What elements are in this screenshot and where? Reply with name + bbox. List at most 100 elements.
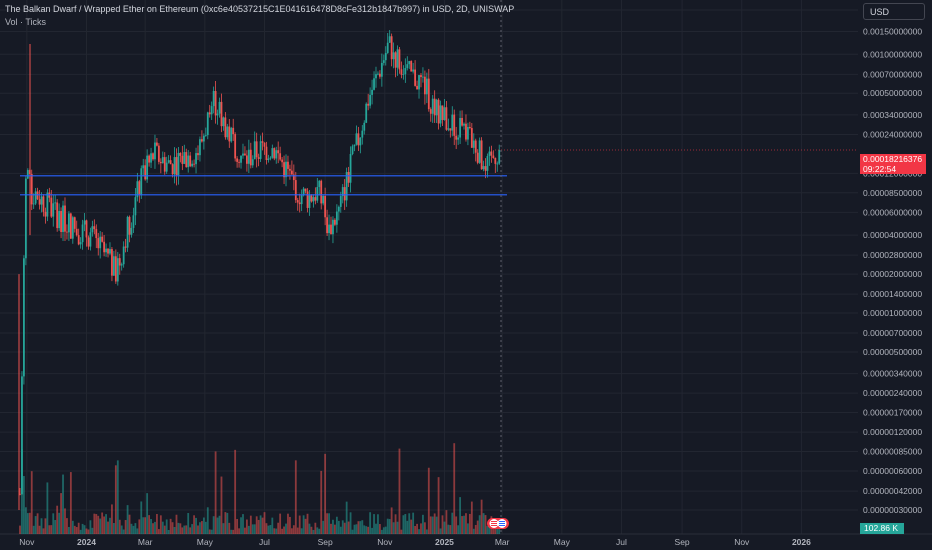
volume-bar	[470, 501, 473, 534]
candle-body	[474, 140, 477, 153]
candle-body	[185, 152, 188, 168]
time-axis-label: Jul	[259, 537, 270, 547]
candle-body	[380, 62, 383, 77]
volume-bar	[390, 507, 393, 534]
candle-body	[210, 106, 213, 115]
price-axis-label: 0.00050000000	[863, 88, 922, 98]
volume-bar	[400, 529, 403, 534]
volume-bar	[414, 526, 417, 534]
volume-bar	[279, 513, 282, 534]
candle-body	[271, 148, 274, 158]
price-axis: 0.002200000000.001500000000.001000000000…	[863, 5, 922, 515]
volume-bar	[91, 527, 94, 534]
candle-body	[341, 187, 344, 197]
volume-bar	[332, 519, 334, 534]
candle-body	[197, 153, 199, 156]
volume-bar	[427, 467, 430, 534]
volume-bar	[275, 528, 278, 534]
volume-bar	[267, 525, 270, 534]
volume-bar	[379, 524, 381, 534]
candle-body	[300, 195, 303, 205]
candle-body	[443, 107, 446, 121]
volume-bar	[351, 529, 354, 534]
current-volume-tag: 102.86 K	[860, 523, 904, 534]
candle-body	[494, 157, 497, 164]
volume-bar	[52, 513, 55, 534]
volume-bar	[306, 513, 309, 534]
volume-bar	[298, 515, 301, 534]
candle-body	[465, 123, 467, 140]
candle-body	[40, 196, 43, 205]
volume-bar	[161, 521, 164, 534]
candle-body	[169, 160, 172, 165]
volume-bar	[226, 512, 229, 534]
candle-body	[439, 105, 442, 124]
volume-bar	[71, 520, 74, 534]
us-flag-icon[interactable]	[487, 518, 509, 529]
candle-body	[242, 153, 244, 156]
volume-bar	[157, 529, 160, 534]
candle-body	[371, 89, 373, 95]
volume-bar	[130, 523, 133, 534]
candle-body	[249, 149, 252, 166]
candle-body	[382, 60, 385, 63]
volume-bar	[367, 526, 370, 534]
volume-bar	[116, 460, 119, 534]
volume-bar	[140, 501, 143, 534]
candle-body	[322, 195, 325, 204]
candle-body	[359, 137, 362, 146]
volume-bar	[202, 517, 205, 534]
price-axis-label: 0.00000030000	[863, 505, 922, 515]
candle-body	[453, 114, 456, 136]
volume-bar	[177, 522, 180, 534]
volume-bar	[330, 523, 332, 534]
price-axis-label: 0.00001400000	[863, 289, 922, 299]
candle-body	[492, 155, 495, 158]
candle-body	[62, 205, 64, 233]
volume-bar	[343, 522, 346, 534]
volume-bar	[341, 520, 344, 534]
volume-bar	[435, 516, 438, 534]
price-axis-label: 0.00002800000	[863, 250, 922, 260]
candle-body	[414, 69, 417, 86]
volume-bar	[302, 515, 305, 534]
volume-bar	[441, 515, 444, 534]
candle-body	[263, 142, 266, 147]
candle-body	[390, 36, 393, 60]
volume-indicator-label[interactable]: Vol · Ticks	[5, 17, 47, 27]
candle-body	[423, 76, 426, 95]
candle-body	[339, 196, 342, 207]
chart-grid	[0, 0, 932, 535]
volume-bar	[357, 521, 360, 534]
time-axis-label: Sep	[675, 537, 690, 547]
volume-bar	[142, 517, 145, 534]
candle-body	[126, 216, 129, 248]
candle-body	[498, 150, 501, 164]
candle-body	[75, 228, 78, 236]
time-axis-label: May	[554, 537, 571, 547]
candle-body	[208, 112, 211, 115]
volume-bar	[459, 497, 461, 534]
candle-body	[202, 135, 205, 142]
volume-bar	[114, 465, 117, 534]
volume-bar	[179, 523, 182, 534]
candle-body	[310, 195, 313, 202]
candle-body	[216, 113, 219, 116]
candle-body	[107, 248, 109, 254]
volume-bar	[253, 524, 256, 534]
candle-body	[296, 200, 299, 203]
candle-body	[23, 258, 25, 377]
volume-bar	[148, 515, 150, 534]
volume-bar	[54, 520, 57, 534]
volume-bar	[457, 525, 460, 534]
volume-bar	[36, 513, 39, 534]
candle-body	[298, 202, 301, 205]
currency-selector-button[interactable]: USD	[863, 3, 925, 20]
candle-body	[195, 153, 197, 165]
candle-body	[81, 224, 84, 243]
candle-body	[87, 237, 90, 247]
price-axis-label: 0.00070000000	[863, 69, 922, 79]
candle-body	[476, 152, 479, 163]
volume-bar	[197, 525, 199, 534]
